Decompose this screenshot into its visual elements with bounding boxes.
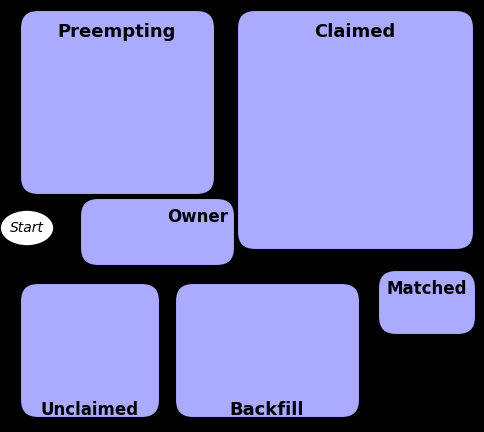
Text: Unclaimed: Unclaimed (41, 401, 139, 419)
Text: Backfill: Backfill (230, 401, 304, 419)
Text: Matched: Matched (387, 280, 467, 298)
Text: Start: Start (10, 221, 44, 235)
Text: Claimed: Claimed (315, 23, 395, 41)
FancyBboxPatch shape (80, 198, 235, 266)
Text: Preempting: Preempting (58, 23, 176, 41)
Ellipse shape (0, 210, 54, 246)
Text: Owner: Owner (167, 208, 228, 226)
FancyBboxPatch shape (20, 283, 160, 418)
FancyBboxPatch shape (20, 10, 215, 195)
FancyBboxPatch shape (175, 283, 360, 418)
FancyBboxPatch shape (237, 10, 474, 250)
FancyBboxPatch shape (378, 270, 476, 335)
